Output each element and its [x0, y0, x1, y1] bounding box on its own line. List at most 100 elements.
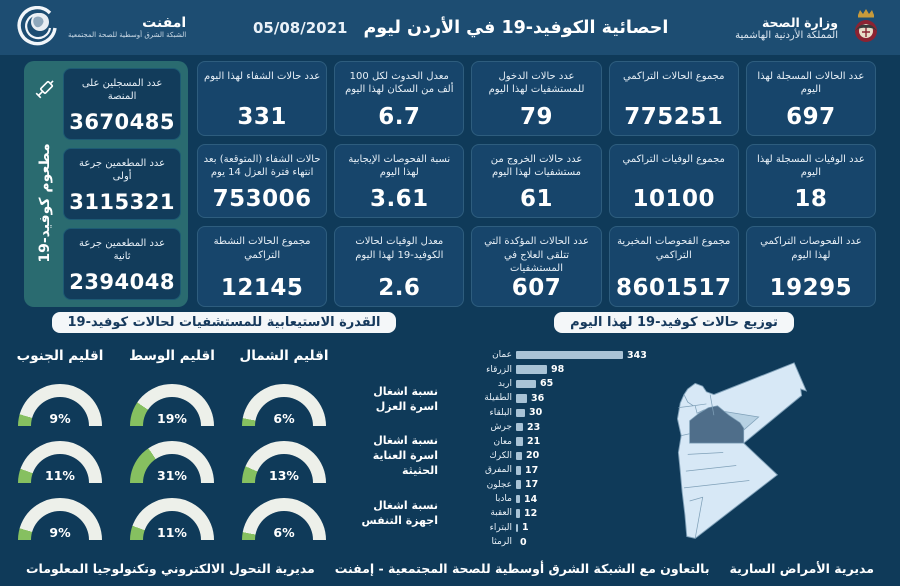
bar-row: اربد 65: [458, 377, 838, 391]
map-region-amman: [689, 405, 745, 444]
bar: [516, 422, 523, 432]
bar-row: الرمثا 0: [458, 535, 838, 549]
stat-value: 18: [794, 186, 828, 213]
bar: [516, 451, 522, 461]
bar-label: البتراء: [489, 522, 512, 533]
bar-value: 98: [551, 364, 565, 376]
gauge-percent: 13%: [269, 468, 299, 483]
jordan-map: [676, 362, 808, 539]
bar-row: الكرك 20: [458, 449, 838, 463]
bar-label: مادبا: [495, 494, 512, 505]
bar-row: البتراء 1: [458, 521, 838, 535]
occupancy-gauge: 11%: [130, 498, 214, 540]
stat-value: 3.61: [369, 186, 429, 213]
region-header: اقليم الجنوب: [16, 348, 104, 364]
header: وزارة الصحة المملكة الأردنية الهاشمية اح…: [0, 0, 900, 55]
distribution-title: توزيع حالات كوفيد-19 لهذا اليوم: [554, 312, 794, 333]
emphnet-text: امفنت الشبكة الشرق أوسطية للصحة المجتمعي…: [68, 15, 186, 41]
vaccine-side-strip: مطعوم كوفيد-19: [30, 68, 60, 300]
stat-value: 331: [237, 103, 287, 130]
bar: [516, 480, 521, 489]
stat-card: حالات الشفاء (المتوقعة) بعد انتهاء فترة …: [197, 143, 328, 219]
stat-label: عدد حالات الخروج من مستشفيات لهذا اليوم: [490, 153, 583, 178]
bar-label: الرمثا: [491, 537, 513, 548]
stat-label: مجموع الوفيات التراكمي: [622, 153, 725, 165]
jordan-coat-of-arms-icon: [855, 8, 877, 42]
bar: [516, 437, 523, 446]
governorate-bar-chart: عمان 343 الزرقاء 98 اربد 65 الطفيلة 36 البلقاء 30…: [458, 348, 838, 549]
gauge-row-label: نسبة اشغال اسرة العناية الحثيثة: [372, 434, 438, 477]
stat-label: عدد الحالات المسجلة لهذا اليوم: [757, 71, 865, 96]
stat-value: 79: [520, 103, 554, 130]
stat-card: عدد حالات الدخول للمستشفيات لهذا اليوم 79: [471, 61, 602, 136]
stat-label: عدد المسجلين على المنصة: [81, 78, 163, 103]
bar-label: جرش: [490, 422, 512, 433]
gauge-row-label: نسبة اشغال اجهزة التنفس: [361, 498, 438, 527]
cases-distribution-section: توزيع حالات كوفيد-19 لهذا اليوم عمان 343 ا…: [448, 307, 900, 550]
emphnet-name: امفنت: [142, 14, 187, 31]
stat-value: 19295: [769, 275, 853, 301]
stat-card: مجموع الوفيات التراكمي 10100: [608, 143, 739, 219]
footer-center: بالتعاون مع الشبكة الشرق أوسطية للصحة ال…: [334, 560, 710, 576]
gauge-cell: 6%: [228, 485, 340, 542]
bar-label: عمان: [492, 350, 512, 361]
stat-card: عدد الحالات المسجلة لهذا اليوم 697: [745, 61, 876, 136]
bar: [516, 394, 527, 403]
gauge-percent: 11%: [157, 525, 187, 540]
gauge-percent: 9%: [49, 411, 71, 426]
bar-value: 23: [527, 421, 541, 433]
gauge-percent: 9%: [49, 525, 71, 540]
bar-row: جرش 23: [458, 420, 838, 434]
gauge-percent: 6%: [273, 411, 295, 426]
syringe-icon: [35, 80, 54, 99]
stat-cards-grid: عدد الحالات المسجلة لهذا اليوم 697 مجموع ا…: [197, 61, 876, 307]
stat-value: 753006: [212, 186, 312, 213]
stat-label: حالات الشفاء (المتوقعة) بعد انتهاء فترة …: [203, 153, 321, 178]
bar-value: 36: [531, 392, 545, 404]
bar-value: 1: [522, 522, 529, 534]
gauge-cell: 11%: [4, 428, 116, 485]
stat-card: مجموع الحالات التراكمي 775251: [608, 61, 739, 136]
stat-card: عدد الفحوصات التراكمي لهذا اليوم 19295: [745, 226, 876, 307]
gauge-row-label: نسبة اشغال اسرة العزل: [373, 384, 438, 413]
stat-card: معدل الوفيات لحالات الكوفيد-19 لهذا اليو…: [334, 226, 465, 307]
gauge-percent: 31%: [157, 468, 187, 483]
occupancy-gauge: 6%: [242, 384, 326, 426]
gauge-cell: 11%: [116, 485, 228, 542]
occupancy-gauge: 9%: [18, 384, 102, 426]
stat-label: عدد المطعمين جرعة أولى: [79, 158, 166, 183]
gauge-percent: 6%: [273, 525, 295, 540]
stat-value: 8601517: [615, 275, 732, 301]
map-internal-borders: [678, 394, 750, 539]
stat-value: 2394048: [69, 270, 175, 294]
bar-label: المفرق: [485, 465, 512, 476]
stat-label: مجموع الحالات التراكمي: [622, 71, 725, 82]
ministry-text: وزارة الصحة المملكة الأردنية الهاشمية: [735, 15, 838, 41]
bar-row: المفرق 17: [458, 463, 838, 477]
stat-card: عدد الوفيات المسجلة لهذا اليوم 18: [745, 143, 876, 219]
footer-left: مديرية التحول الالكتروني وتكنولوجيا المع…: [26, 560, 315, 576]
stat-card: عدد المسجلين على المنصة 3670485: [63, 68, 181, 140]
bar-label: اربد: [497, 378, 512, 389]
bar-label: الطفيلة: [484, 393, 512, 404]
bar: [516, 379, 536, 389]
bar-label: الكرك: [489, 450, 512, 461]
bar-value: 17: [525, 464, 539, 476]
gauge-cell: 9%: [4, 371, 116, 428]
occupancy-gauge: 19%: [130, 384, 214, 426]
stat-value: 2.6: [378, 275, 421, 301]
bar: [516, 350, 623, 360]
bar-label: البلقاء: [489, 407, 512, 418]
capacity-title: القدرة الاستيعابية للمستشفيات لحالات كوف…: [51, 312, 397, 333]
stat-label: عدد حالات الشفاء لهذا اليوم: [204, 71, 321, 82]
stat-card: نسبة الفحوصات الإيجابية لهذا اليوم 3.61: [334, 143, 465, 219]
bar-row: الطفيلة 36: [458, 391, 838, 405]
stat-label: عدد المطعمين جرعة ثانية: [79, 238, 166, 263]
bar-row: عجلون 17: [458, 478, 838, 492]
ministry-block: وزارة الصحة المملكة الأردنية الهاشمية: [735, 7, 886, 49]
stat-card: مجموع الحالات النشطة التراكمي 12145: [197, 226, 328, 307]
stat-label: عدد حالات الدخول للمستشفيات لهذا اليوم: [488, 71, 585, 96]
emphnet-subtitle: الشبكة الشرق أوسطية للصحة المجتمعية: [68, 30, 187, 39]
stat-card: عدد الحالات المؤكدة التي تتلقى العلاج في…: [471, 226, 602, 307]
